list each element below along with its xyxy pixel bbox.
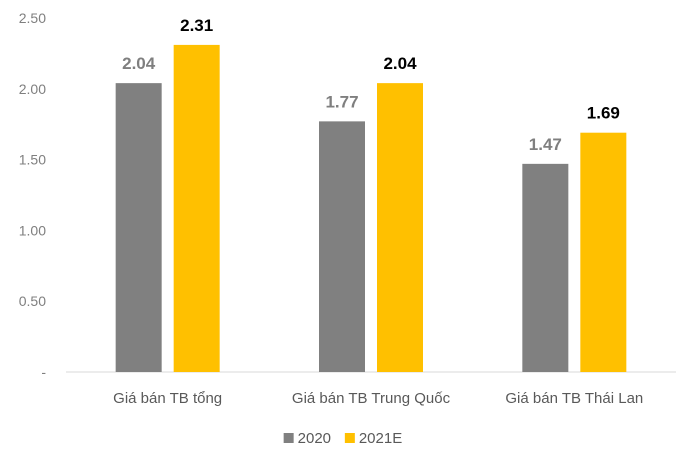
bar-2020 [319,121,365,372]
category-label: Giá bán TB tổng [113,390,222,407]
y-tick-label: - [41,364,46,380]
legend-label: 2020 [298,430,331,447]
data-label: 2.04 [383,54,417,73]
y-tick-label: 2.50 [19,10,46,26]
data-label: 1.69 [587,104,620,123]
bar-2020 [115,83,162,373]
legend-swatch [344,433,355,443]
y-tick-label: 0.50 [19,293,46,309]
y-tick-label: 1.50 [19,152,46,168]
y-tick-label: 1.00 [19,222,46,238]
y-tick-label: 2.00 [19,81,46,97]
category-label: Giá bán TB Thái Lan [505,390,643,407]
data-label: 1.47 [529,135,562,154]
bar-2021e [580,132,627,372]
category-label: Giá bán TB Trung Quốc [292,390,451,407]
data-label: 1.77 [325,92,358,111]
bar-2020 [522,163,569,372]
bar-2021e [173,44,220,373]
legend-label: 2021E [359,430,402,447]
bar-2021e [377,83,423,373]
legend-swatch [283,433,294,443]
data-label: 2.04 [122,54,156,73]
data-label: 2.31 [180,16,213,35]
